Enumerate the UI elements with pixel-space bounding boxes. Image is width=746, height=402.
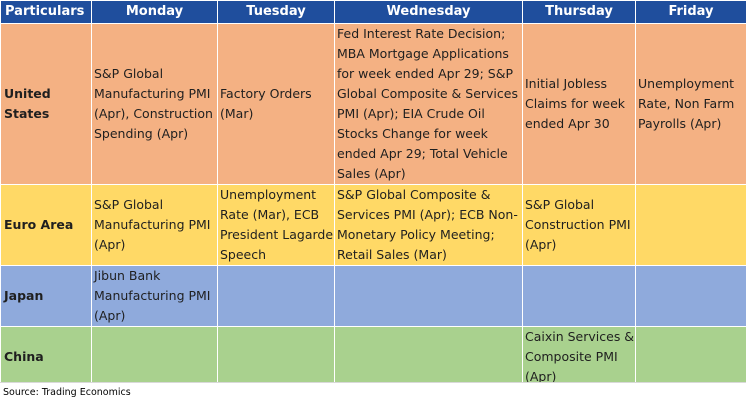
- event-cell-friday: [636, 266, 746, 327]
- region-label: Euro Area: [1, 185, 92, 266]
- row-china: China Caixin Services & Composite PMI (A…: [1, 327, 746, 388]
- event-cell-tuesday: Unemployment Rate (Mar), ECB President L…: [218, 185, 335, 266]
- event-cell-wednesday: [335, 327, 523, 388]
- header-wednesday: Wednesday: [335, 1, 523, 24]
- event-cell-wednesday: Fed Interest Rate Decision; MBA Mortgage…: [335, 24, 523, 185]
- event-cell-wednesday: [335, 266, 523, 327]
- event-cell-friday: Unemployment Rate, Non Farm Payrolls (Ap…: [636, 24, 746, 185]
- region-label: United States: [1, 24, 92, 185]
- event-cell-friday: [636, 327, 746, 388]
- header-row: Particulars Monday Tuesday Wednesday Thu…: [1, 1, 746, 24]
- event-cell-thursday: Initial Jobless Claims for week ended Ap…: [523, 24, 636, 185]
- row-united-states: United States S&P Global Manufacturing P…: [1, 24, 746, 185]
- event-cell-monday: [92, 327, 218, 388]
- event-cell-friday: [636, 185, 746, 266]
- event-cell-monday: S&P Global Manufacturing PMI (Apr): [92, 185, 218, 266]
- event-cell-tuesday: Factory Orders (Mar): [218, 24, 335, 185]
- event-cell-thursday: S&P Global Construction PMI (Apr): [523, 185, 636, 266]
- event-cell-wednesday: S&P Global Composite & Services PMI (Apr…: [335, 185, 523, 266]
- header-thursday: Thursday: [523, 1, 636, 24]
- header-tuesday: Tuesday: [218, 1, 335, 24]
- header-particulars: Particulars: [1, 1, 92, 24]
- row-euro-area: Euro Area S&P Global Manufacturing PMI (…: [1, 185, 746, 266]
- event-cell-thursday: Caixin Services & Composite PMI (Apr): [523, 327, 636, 388]
- event-cell-tuesday: [218, 327, 335, 388]
- source-note: Source: Trading Economics: [0, 382, 746, 401]
- event-cell-monday: Jibun Bank Manufacturing PMI (Apr): [92, 266, 218, 327]
- event-cell-tuesday: [218, 266, 335, 327]
- header-monday: Monday: [92, 1, 218, 24]
- header-friday: Friday: [636, 1, 746, 24]
- region-label: Japan: [1, 266, 92, 327]
- region-label: China: [1, 327, 92, 388]
- event-cell-thursday: [523, 266, 636, 327]
- event-cell-monday: S&P Global Manufacturing PMI (Apr), Cons…: [92, 24, 218, 185]
- calendar-table: Particulars Monday Tuesday Wednesday Thu…: [0, 0, 746, 388]
- row-japan: Japan Jibun Bank Manufacturing PMI (Apr): [1, 266, 746, 327]
